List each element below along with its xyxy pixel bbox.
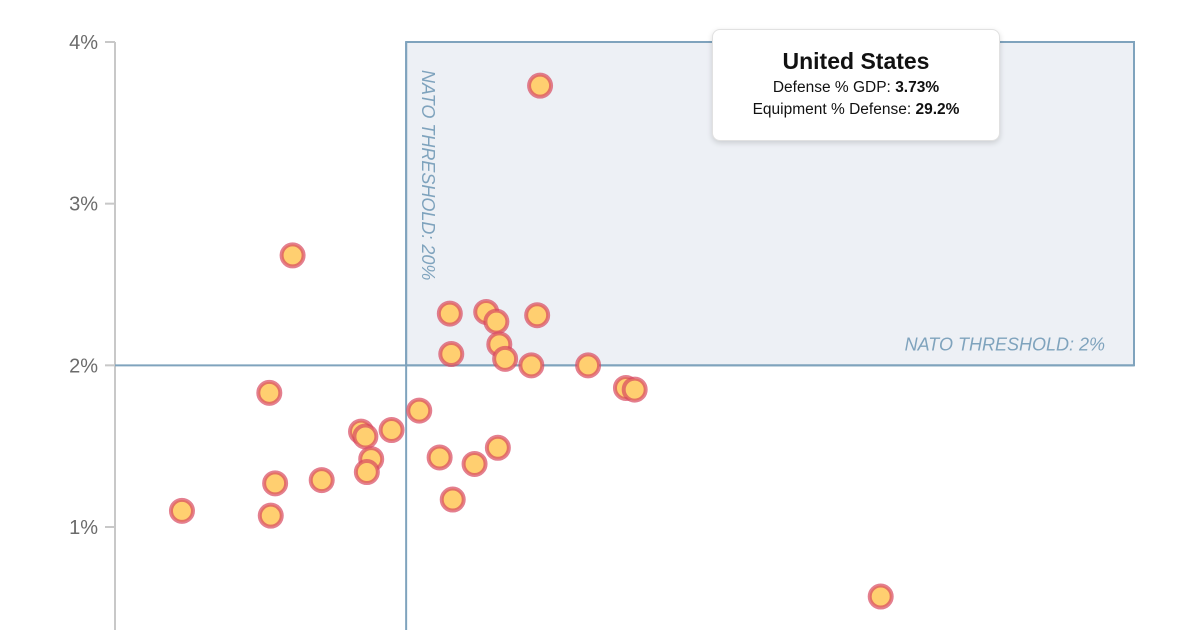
data-point[interactable] (262, 470, 289, 497)
tooltip-row-equipment: Equipment % Defense: 29.2% (713, 101, 999, 119)
tooltip-equipment-value: 29.2% (915, 101, 960, 118)
data-point[interactable] (518, 352, 545, 379)
threshold-label-x: NATO THRESHOLD: 20% (418, 70, 438, 280)
data-point[interactable] (406, 397, 433, 424)
data-point[interactable] (621, 376, 648, 403)
data-point[interactable] (426, 444, 453, 471)
tooltip-row-gdp: Defense % GDP: 3.73% (713, 79, 999, 97)
data-point[interactable] (436, 300, 463, 327)
data-point[interactable] (575, 352, 602, 379)
data-point[interactable] (353, 459, 380, 486)
data-point[interactable] (867, 583, 894, 610)
data-point[interactable] (461, 450, 488, 477)
y-tick-label: 2% (69, 355, 98, 377)
data-point[interactable] (483, 308, 510, 335)
y-tick-label: 4% (69, 32, 98, 54)
data-point[interactable] (279, 242, 306, 269)
data-point[interactable] (527, 72, 554, 99)
data-point[interactable] (524, 302, 551, 329)
tooltip: United States Defense % GDP: 3.73% Equip… (712, 29, 1000, 141)
y-tick-label: 1% (69, 517, 98, 539)
tooltip-gdp-value: 3.73% (895, 79, 940, 96)
data-point[interactable] (256, 379, 283, 406)
data-point[interactable] (438, 341, 465, 368)
data-point[interactable] (308, 467, 335, 494)
data-point[interactable] (439, 486, 466, 513)
y-tick-label: 3% (69, 194, 98, 216)
data-point[interactable] (492, 345, 519, 372)
tooltip-gdp-label: Defense % GDP: (772, 79, 891, 96)
threshold-label-y: NATO THRESHOLD: 2% (905, 334, 1105, 354)
data-point[interactable] (352, 423, 379, 450)
data-point[interactable] (484, 434, 511, 461)
data-point[interactable] (168, 497, 195, 524)
tooltip-title: United States (782, 48, 930, 74)
tooltip-equipment-label: Equipment % Defense: (752, 101, 912, 118)
data-point[interactable] (378, 417, 405, 443)
data-point[interactable] (257, 502, 284, 529)
